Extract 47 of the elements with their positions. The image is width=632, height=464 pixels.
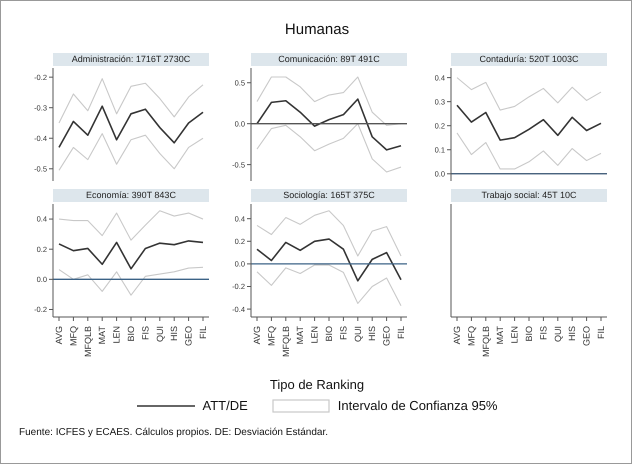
chart-title: Administración: 1716T 2730C	[53, 53, 209, 66]
x-tick-label: MAT	[295, 326, 306, 344]
line-series	[256, 123, 402, 173]
line-series	[58, 266, 204, 296]
x-tick-label: QUI	[154, 326, 165, 342]
text: Humanas	[284, 21, 350, 38]
text: Intervalo de Confianza 95%	[338, 398, 498, 413]
x-tick-label: MFQLB	[280, 326, 291, 358]
line-series	[456, 77, 602, 111]
line-series	[256, 238, 402, 282]
chart-title: Sociología: 165T 375C	[251, 189, 407, 202]
x-tick-label: BIO	[126, 326, 136, 342]
x-axis-title: Tipo de Ranking	[268, 377, 366, 392]
x-tick-label: MAT	[97, 326, 108, 344]
line-series	[58, 78, 204, 124]
x-tick-label: GEO	[382, 326, 392, 346]
x-tick-label: LEN	[112, 326, 122, 344]
line-series	[456, 132, 602, 170]
x-tick-label: MFQLB	[82, 326, 93, 358]
source-note: Fuente: ICFES y ECAES. Cálculos propios. DE: Desviación Estándar.	[19, 427, 328, 438]
x-tick-label: AVG	[252, 326, 262, 344]
x-tick-label: QUI	[352, 326, 363, 342]
x-tick-label: HIS	[169, 326, 180, 342]
line-series	[58, 210, 204, 241]
x-tick-label: HIS	[367, 326, 378, 342]
x-tick-label: MFQ	[68, 326, 78, 346]
line-series	[58, 105, 204, 148]
x-tick-label: FIS	[140, 326, 150, 340]
x-tick-label: FIS	[338, 326, 348, 340]
x-tick-label: AVG	[54, 326, 64, 344]
legend-label: ATT/DE	[202, 398, 248, 413]
line-series	[456, 104, 602, 141]
x-tick-label: MFQ	[266, 326, 276, 346]
line-series	[256, 264, 402, 306]
line-series	[256, 210, 402, 257]
x-tick-label: LEN	[310, 326, 320, 344]
x-tick-label: FIL	[396, 326, 406, 340]
line-series	[256, 98, 402, 151]
chart-title: Contaduría: 520T 1003C	[451, 53, 607, 66]
chart-title: Economía: 390T 843C	[53, 189, 209, 202]
line-series	[58, 240, 204, 270]
x-tick-label: GEO	[184, 326, 194, 346]
text: Trabajo social: 45T 10C	[451, 189, 607, 202]
chart-title: Comunicación: 89T 491C	[251, 53, 407, 66]
x-tick-label: FIL	[198, 326, 208, 340]
x-tick-label: BIO	[324, 326, 334, 342]
line-series	[58, 133, 204, 171]
